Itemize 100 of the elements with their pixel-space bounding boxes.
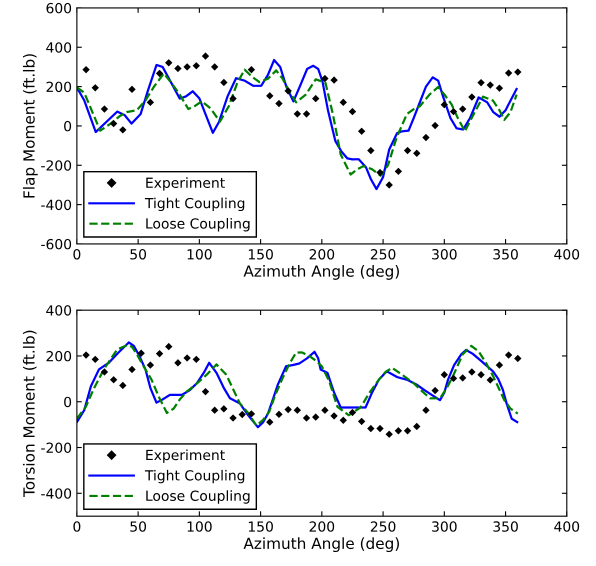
point: [128, 86, 136, 94]
point: [220, 78, 228, 86]
point: [100, 105, 108, 113]
point: [496, 361, 504, 369]
point: [165, 342, 172, 350]
x-tick-label: 200: [310, 521, 334, 532]
point: [367, 146, 375, 154]
point: [450, 108, 458, 116]
y-tick-label: 0: [64, 396, 72, 408]
point: [459, 374, 466, 382]
legend-label: Loose Coupling: [146, 218, 250, 232]
point: [340, 416, 347, 424]
point: [284, 87, 292, 95]
point: [248, 410, 256, 418]
point: [119, 382, 126, 390]
point: [404, 146, 412, 154]
y-tick-label: -200: [41, 442, 72, 453]
point: [348, 408, 356, 416]
point: [514, 354, 522, 362]
point: [358, 128, 366, 135]
point: [422, 134, 430, 142]
point: [220, 405, 228, 413]
x-tick-label: 250: [370, 249, 396, 260]
point: [146, 361, 154, 369]
point: [302, 414, 310, 422]
point: [440, 371, 448, 378]
point: [238, 410, 246, 418]
point: [431, 122, 439, 130]
point: [386, 430, 393, 438]
x-tick-label: 100: [188, 249, 212, 260]
point: [128, 366, 136, 374]
point: [486, 376, 494, 384]
point: [192, 62, 200, 70]
point: [431, 386, 439, 394]
point: [514, 68, 522, 76]
point: [348, 108, 356, 116]
point: [340, 98, 347, 106]
point: [477, 78, 485, 86]
point: [422, 406, 430, 414]
point: [394, 427, 402, 434]
point: [376, 424, 384, 432]
x-axis-title: Azimuth Angle (deg): [244, 265, 399, 280]
point: [376, 168, 384, 176]
point: [294, 406, 302, 414]
x-tick-label: 300: [432, 249, 457, 260]
x-tick-label: 100: [188, 521, 212, 532]
point: [468, 368, 476, 376]
point: [119, 126, 126, 134]
point: [321, 74, 329, 82]
point: [404, 427, 412, 434]
y-tick-label: -600: [41, 238, 72, 250]
point: [284, 406, 292, 414]
point: [358, 418, 366, 426]
point: [174, 64, 182, 72]
y-tick-label: -400: [41, 488, 72, 499]
point: [248, 66, 256, 74]
point: [321, 406, 329, 414]
point: [266, 92, 274, 100]
point: [312, 94, 320, 102]
point: [138, 350, 145, 357]
point: [275, 410, 283, 418]
line-series: [76, 68, 518, 177]
line-series: [76, 58, 518, 190]
x-tick-label: 150: [248, 521, 273, 532]
point: [486, 81, 494, 89]
point: [275, 100, 283, 108]
point: [477, 371, 485, 378]
point: [183, 63, 191, 71]
point: [146, 98, 154, 106]
point: [330, 76, 338, 84]
point: [229, 414, 237, 422]
point: [413, 150, 420, 157]
point: [110, 120, 118, 128]
x-tick-label: 300: [432, 521, 457, 532]
legend-label: Experiment: [146, 177, 225, 191]
point: [394, 168, 402, 176]
x-tick-label: 350: [493, 521, 518, 532]
point: [459, 105, 466, 113]
point: [496, 84, 504, 92]
point: [110, 376, 118, 384]
point: [294, 110, 302, 118]
point: [450, 374, 458, 382]
point: [468, 93, 476, 101]
point: [192, 356, 200, 364]
x-tick-label: 0: [73, 521, 80, 532]
point: [386, 181, 393, 189]
point: [82, 66, 90, 74]
legend-label: Tight Coupling: [144, 470, 244, 484]
y-tick-label: 600: [46, 2, 72, 14]
point: [330, 412, 338, 420]
x-tick-label: 350: [493, 249, 518, 260]
point: [504, 351, 512, 359]
legend-label: Loose Coupling: [146, 490, 250, 504]
point: [92, 356, 99, 364]
y-tick-label: 400: [46, 42, 72, 53]
x-tick-label: 400: [554, 249, 580, 260]
point: [82, 351, 90, 359]
point: [183, 354, 191, 362]
y-tick-label: 0: [64, 120, 72, 132]
y-axis-title: Flap Moment (ft.lb): [22, 54, 38, 198]
